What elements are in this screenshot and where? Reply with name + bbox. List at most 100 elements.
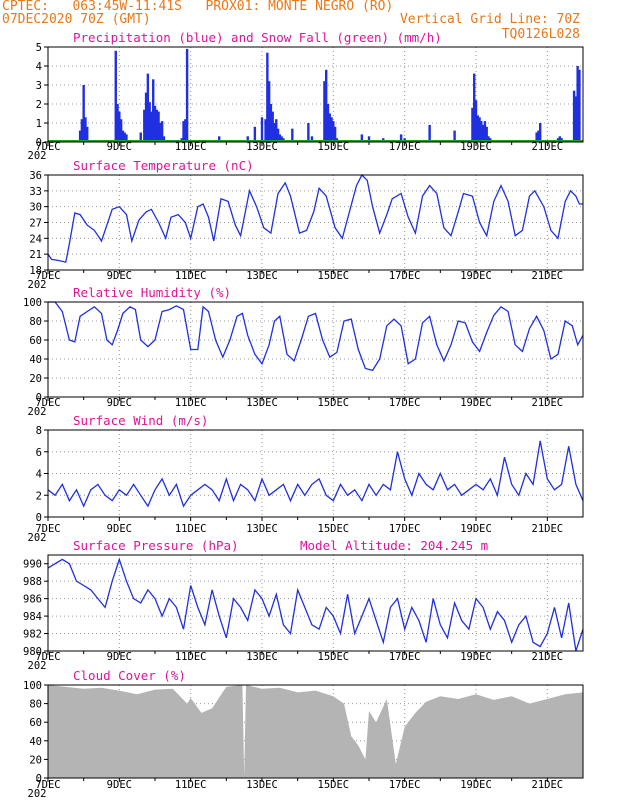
precip-bar — [275, 119, 278, 142]
precip-bar — [78, 130, 82, 142]
precip-bar — [310, 136, 314, 142]
precip-title: Precipitation (blue) and Snow Fall (gree… — [73, 30, 442, 45]
precip-bar — [271, 111, 274, 142]
header-date: 07DEC2020 70Z (GMT) — [2, 12, 151, 27]
precip-bar — [184, 119, 187, 142]
cloud-cover-area — [48, 685, 583, 778]
x-tick-label: 21DEC — [532, 779, 564, 791]
precip-bar — [481, 124, 485, 142]
x-tick-label: 19DEC — [460, 651, 492, 663]
precip-bar — [148, 102, 151, 142]
x-year-fragment: 202 — [28, 150, 47, 162]
x-tick-label: 21DEC — [532, 651, 564, 663]
x-tick-label: 15DEC — [318, 523, 350, 535]
precip-bar — [476, 115, 479, 142]
humidity-title: Relative Humidity (%) — [73, 285, 231, 300]
precip-bar — [326, 104, 330, 142]
y-tick-label: 0 — [36, 773, 42, 785]
precip-bar — [539, 123, 542, 142]
y-tick-label: 80 — [29, 699, 42, 711]
model-altitude-label: Model Altitude: 204.245 m — [300, 538, 488, 553]
pressure-series-line — [47, 557, 584, 652]
x-tick-label: 21DEC — [532, 270, 564, 282]
y-tick-label: 40 — [29, 736, 42, 748]
y-tick-label: 33 — [29, 186, 42, 198]
header-line-1: CPTEC: 063:45W-11:41S PROX01: MONTE NEGR… — [2, 0, 394, 14]
x-tick-label: 13DEC — [246, 779, 278, 791]
y-tick-label: 30 — [29, 202, 42, 214]
x-tick-label: 13DEC — [246, 270, 278, 282]
x-tick-label: 19DEC — [460, 141, 492, 153]
precip-bar — [473, 73, 476, 142]
x-tick-label: 17DEC — [389, 779, 421, 791]
precip-bar — [139, 132, 142, 142]
y-tick-label: 60 — [29, 335, 42, 347]
cloud-cover-title: Cloud Cover (%) — [73, 668, 186, 683]
precip-bar — [160, 121, 164, 142]
precip-bar — [118, 111, 121, 142]
y-tick-label: 40 — [29, 354, 42, 366]
x-tick-label: 15DEC — [318, 397, 350, 409]
y-tick-label: 0 — [36, 392, 42, 404]
x-tick-label: 11DEC — [175, 397, 207, 409]
x-year-fragment: 202 — [28, 279, 47, 291]
precip-bar — [278, 134, 282, 142]
y-tick-label: 2 — [36, 99, 42, 111]
precip-bar — [266, 52, 269, 143]
precip-bar — [323, 81, 326, 142]
wind-title: Surface Wind (m/s) — [73, 413, 208, 428]
precip-bar — [487, 136, 490, 142]
x-tick-label: 19DEC — [460, 779, 492, 791]
precip-bar — [291, 128, 294, 142]
wind-panel: 0 2 4 6 8 7DEC 9DEC 11DEC 13DEC 15DEC 17DEC 19DEC 21… — [28, 413, 584, 544]
precip-bar — [121, 130, 125, 142]
y-tick-label: 24 — [29, 233, 42, 245]
precip-bar — [485, 126, 488, 142]
y-tick-label: 20 — [29, 373, 42, 385]
precip-bar — [453, 130, 456, 142]
precip-bar — [182, 121, 185, 142]
precip-bar — [86, 126, 89, 142]
x-tick-label: 11DEC — [175, 651, 207, 663]
panel-frame — [47, 684, 584, 779]
x-tick-label: 13DEC — [246, 651, 278, 663]
precip-bar — [143, 109, 146, 142]
precip-bar — [155, 109, 158, 142]
y-tick-label: 5 — [36, 42, 42, 54]
cloud-cover-panel: 0 20 40 60 80 100 7DEC 9DEC 11DEC 13DEC 15DEC 17DEC… — [23, 668, 584, 800]
precip-bar — [153, 105, 157, 142]
y-tick-label: 20 — [29, 754, 42, 766]
humidity-series-line — [48, 301, 584, 372]
precip-bar — [84, 117, 87, 142]
y-tick-label: 4 — [36, 61, 42, 73]
y-tick-label: 100 — [23, 680, 42, 692]
precip-bar — [280, 136, 283, 142]
header-vertical-grid-note: Vertical Grid Line: 70Z — [399, 12, 580, 27]
precipitation-panel: 0 1 2 3 4 5 7DEC 9DEC 11DEC 13DEC 15DEC 17DEC 19DEC 2… — [28, 30, 584, 162]
temperature-series-line — [47, 173, 583, 263]
y-tick-label: 984 — [23, 611, 42, 623]
precip-bar — [325, 69, 328, 142]
y-tick-label: 8 — [36, 425, 42, 437]
panel-frame — [47, 46, 584, 143]
header-model-code: TQ0126L028 — [501, 27, 580, 42]
x-tick-label: 19DEC — [460, 270, 492, 282]
precip-bar — [578, 69, 581, 142]
y-tick-label: 2 — [36, 490, 42, 502]
precip-bar — [150, 111, 153, 142]
precip-bar — [537, 130, 540, 142]
y-tick-label: 4 — [36, 469, 42, 481]
precip-bar — [332, 121, 335, 142]
x-tick-label: 15DEC — [318, 270, 350, 282]
x-tick-label: 9DEC — [107, 141, 132, 153]
y-tick-label: 988 — [23, 576, 42, 588]
x-tick-label: 11DEC — [175, 270, 207, 282]
x-tick-label: 11DEC — [175, 523, 207, 535]
wind-series-line — [47, 440, 584, 508]
precip-bar — [119, 119, 123, 142]
x-year-fragment: 202 — [28, 406, 47, 418]
precip-bar — [474, 100, 478, 142]
x-year-fragment: 202 — [28, 660, 47, 672]
precip-bar — [572, 90, 576, 142]
